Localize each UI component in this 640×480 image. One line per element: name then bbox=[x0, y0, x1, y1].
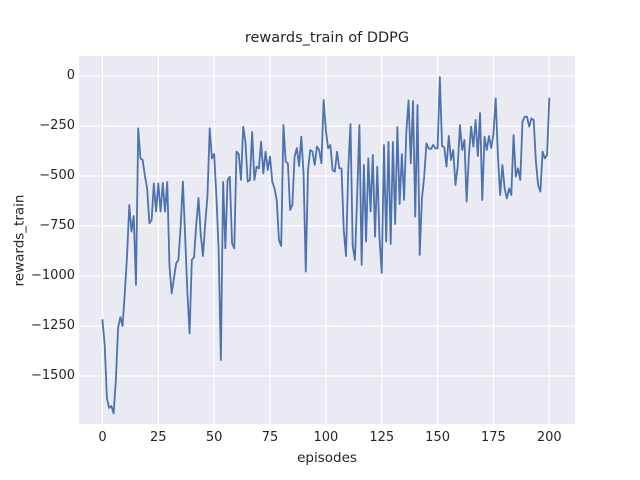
x-tick-label: 25 bbox=[150, 430, 167, 445]
y-tick-label: −1000 bbox=[31, 268, 75, 283]
plot-area bbox=[79, 56, 575, 424]
y-tick-label: −1500 bbox=[31, 368, 75, 383]
y-tick-label: −250 bbox=[39, 118, 75, 133]
y-tick-label: 0 bbox=[66, 68, 75, 83]
rewards-line bbox=[101, 76, 551, 415]
x-axis-label: episodes bbox=[297, 450, 357, 466]
y-tick-label: −750 bbox=[39, 218, 75, 233]
x-tick-label: 150 bbox=[425, 430, 450, 445]
y-tick-label: −500 bbox=[39, 168, 75, 183]
chart-title: rewards_train of DDPG bbox=[244, 30, 410, 46]
x-tick-label: 75 bbox=[261, 430, 279, 445]
x-tick-label: 125 bbox=[369, 430, 395, 445]
x-tick-label: 100 bbox=[313, 430, 339, 445]
x-tick-label: 0 bbox=[98, 430, 107, 445]
x-tick-label: 50 bbox=[205, 430, 223, 445]
x-tick-label: 200 bbox=[536, 430, 562, 445]
y-tick-label: −1250 bbox=[31, 318, 75, 333]
x-tick-label: 175 bbox=[481, 430, 506, 445]
axes-background bbox=[79, 56, 575, 424]
